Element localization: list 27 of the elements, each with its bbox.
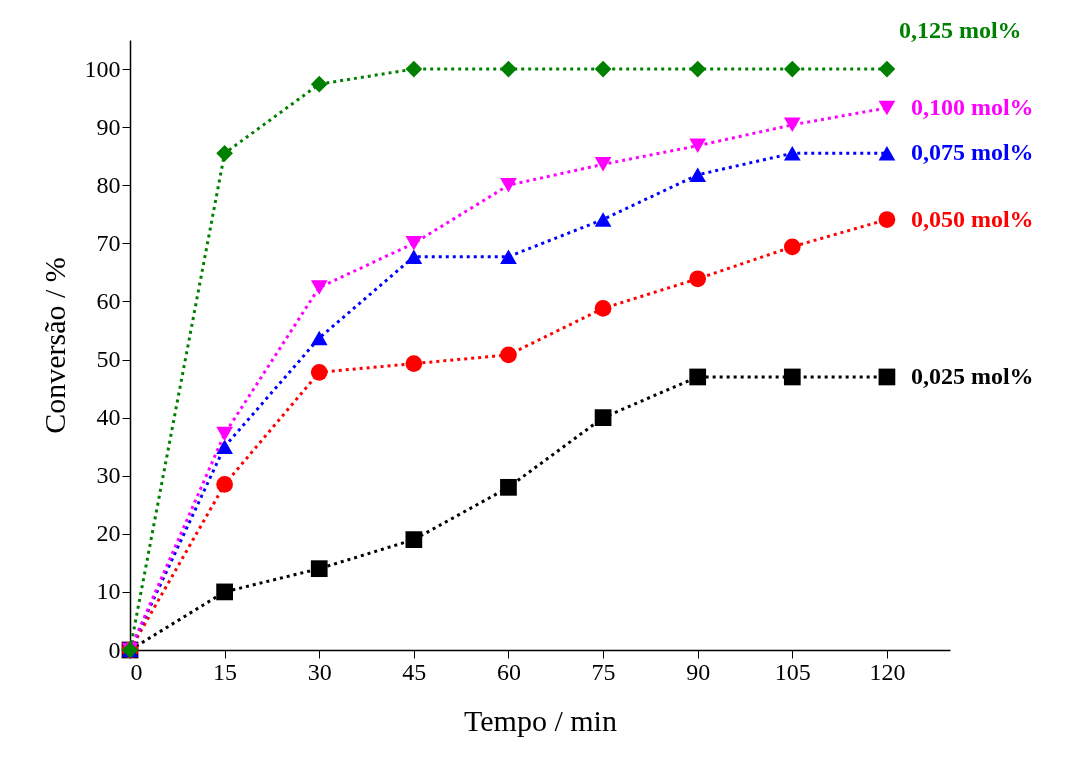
x-tick-label: 15 (213, 658, 238, 685)
y-axis-title: Conversão / % (37, 257, 71, 434)
y-tick-label: 60 (96, 287, 121, 314)
series-label: 0,050 mol% (910, 205, 1034, 232)
y-tick-label: 70 (96, 229, 121, 256)
y-tick-label: 0 (108, 636, 121, 663)
x-tick-label: 75 (591, 658, 616, 685)
y-tick-label: 10 (96, 578, 121, 605)
series-label: 0,075 mol% (910, 139, 1034, 166)
y-tick-label: 100 (84, 55, 121, 82)
y-tick-label: 40 (96, 404, 121, 431)
series-label: 0,025 mol% (910, 362, 1034, 389)
x-axis-title: Tempo / min (464, 703, 617, 737)
x-tick-label: 30 (307, 658, 332, 685)
y-tick-label: 90 (96, 113, 121, 140)
y-tick-label: 20 (96, 520, 121, 547)
x-tick-label: 60 (496, 658, 521, 685)
x-tick-label: 90 (686, 658, 711, 685)
series-label: 0,100 mol% (910, 93, 1034, 120)
series-label: 0,125 mol% (898, 17, 1022, 44)
y-tick-label: 80 (96, 171, 121, 198)
x-tick-label: 105 (774, 658, 811, 685)
y-tick-label: 30 (96, 462, 121, 489)
x-tick-label: 45 (402, 658, 427, 685)
x-tick-label: 120 (869, 658, 906, 685)
y-tick-label: 50 (96, 346, 121, 373)
x-tick-label: 0 (130, 658, 143, 685)
